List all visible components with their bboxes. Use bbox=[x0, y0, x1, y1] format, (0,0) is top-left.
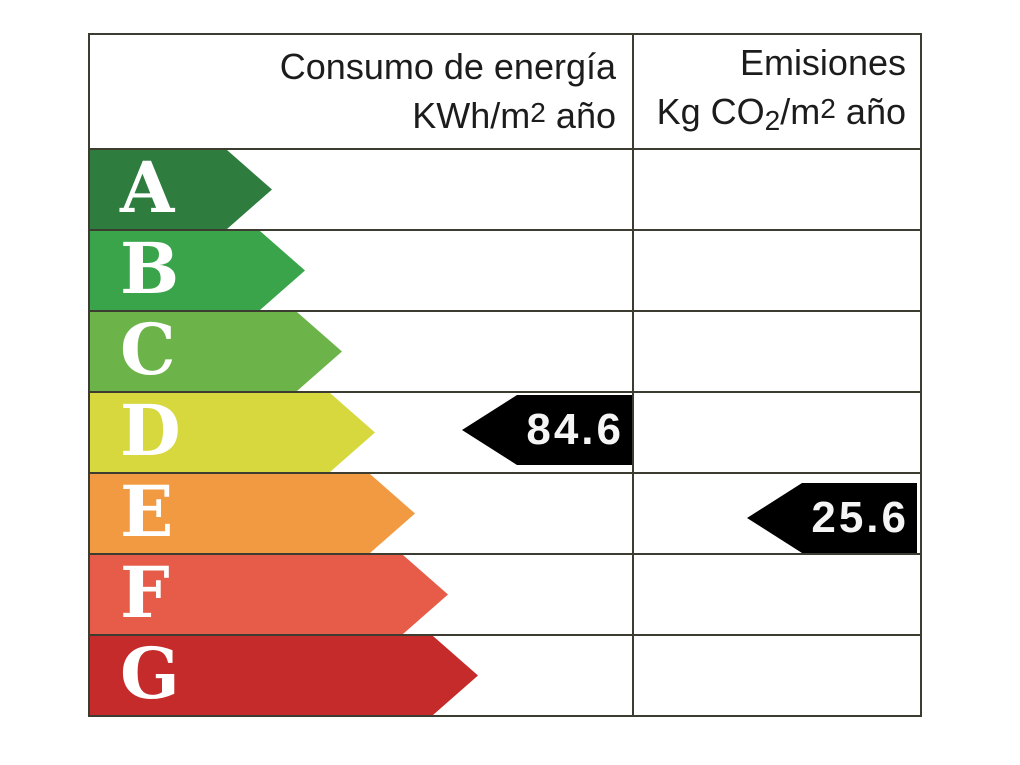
rating-row-a: A bbox=[90, 150, 920, 231]
rating-row-c: C bbox=[90, 312, 920, 393]
rating-letter-a: A bbox=[120, 145, 175, 229]
header-consumption-title: Consumo de energía bbox=[279, 46, 616, 87]
header-consumption-unit: KWh/m2 año bbox=[412, 95, 616, 136]
rating-arrow-f: F bbox=[90, 555, 448, 634]
consumption-value: 84.6 bbox=[526, 405, 624, 454]
rating-letter-e: E bbox=[120, 469, 174, 553]
header-emissions: Emisiones Kg CO2/m2 año bbox=[632, 35, 920, 148]
rating-arrow-e: E bbox=[90, 474, 415, 553]
rating-row-g: G bbox=[90, 636, 920, 715]
emissions-value: 25.6 bbox=[811, 493, 909, 542]
emissions-value-arrow: 25.6 bbox=[747, 483, 917, 553]
rating-letter-b: B bbox=[120, 226, 180, 310]
rating-letter-g: G bbox=[120, 631, 180, 715]
rating-row-f: F bbox=[90, 555, 920, 636]
rating-arrow-c: C bbox=[90, 312, 342, 391]
rating-row-d: D bbox=[90, 393, 920, 474]
rating-letter-d: D bbox=[120, 388, 181, 472]
rating-letter-f: F bbox=[120, 550, 170, 634]
rating-arrow-a: A bbox=[90, 150, 272, 229]
header-consumption: Consumo de energía KWh/m2 año bbox=[90, 35, 632, 148]
rating-arrow-b: B bbox=[90, 231, 305, 310]
rating-row-b: B bbox=[90, 231, 920, 312]
rating-rows: A B C D E bbox=[90, 150, 920, 715]
header-emissions-title: Emisiones bbox=[739, 41, 906, 83]
rating-arrow-d: D bbox=[90, 393, 375, 472]
header-emissions-unit: Kg CO2/m2 año bbox=[656, 90, 906, 136]
rating-table: Consumo de energía KWh/m2 año Emisiones … bbox=[88, 33, 922, 717]
rating-arrow-g: G bbox=[90, 636, 478, 715]
rating-row-e: E bbox=[90, 474, 920, 555]
rating-letter-c: C bbox=[120, 307, 176, 391]
table-header: Consumo de energía KWh/m2 año Emisiones … bbox=[90, 35, 920, 150]
column-divider bbox=[632, 35, 634, 715]
